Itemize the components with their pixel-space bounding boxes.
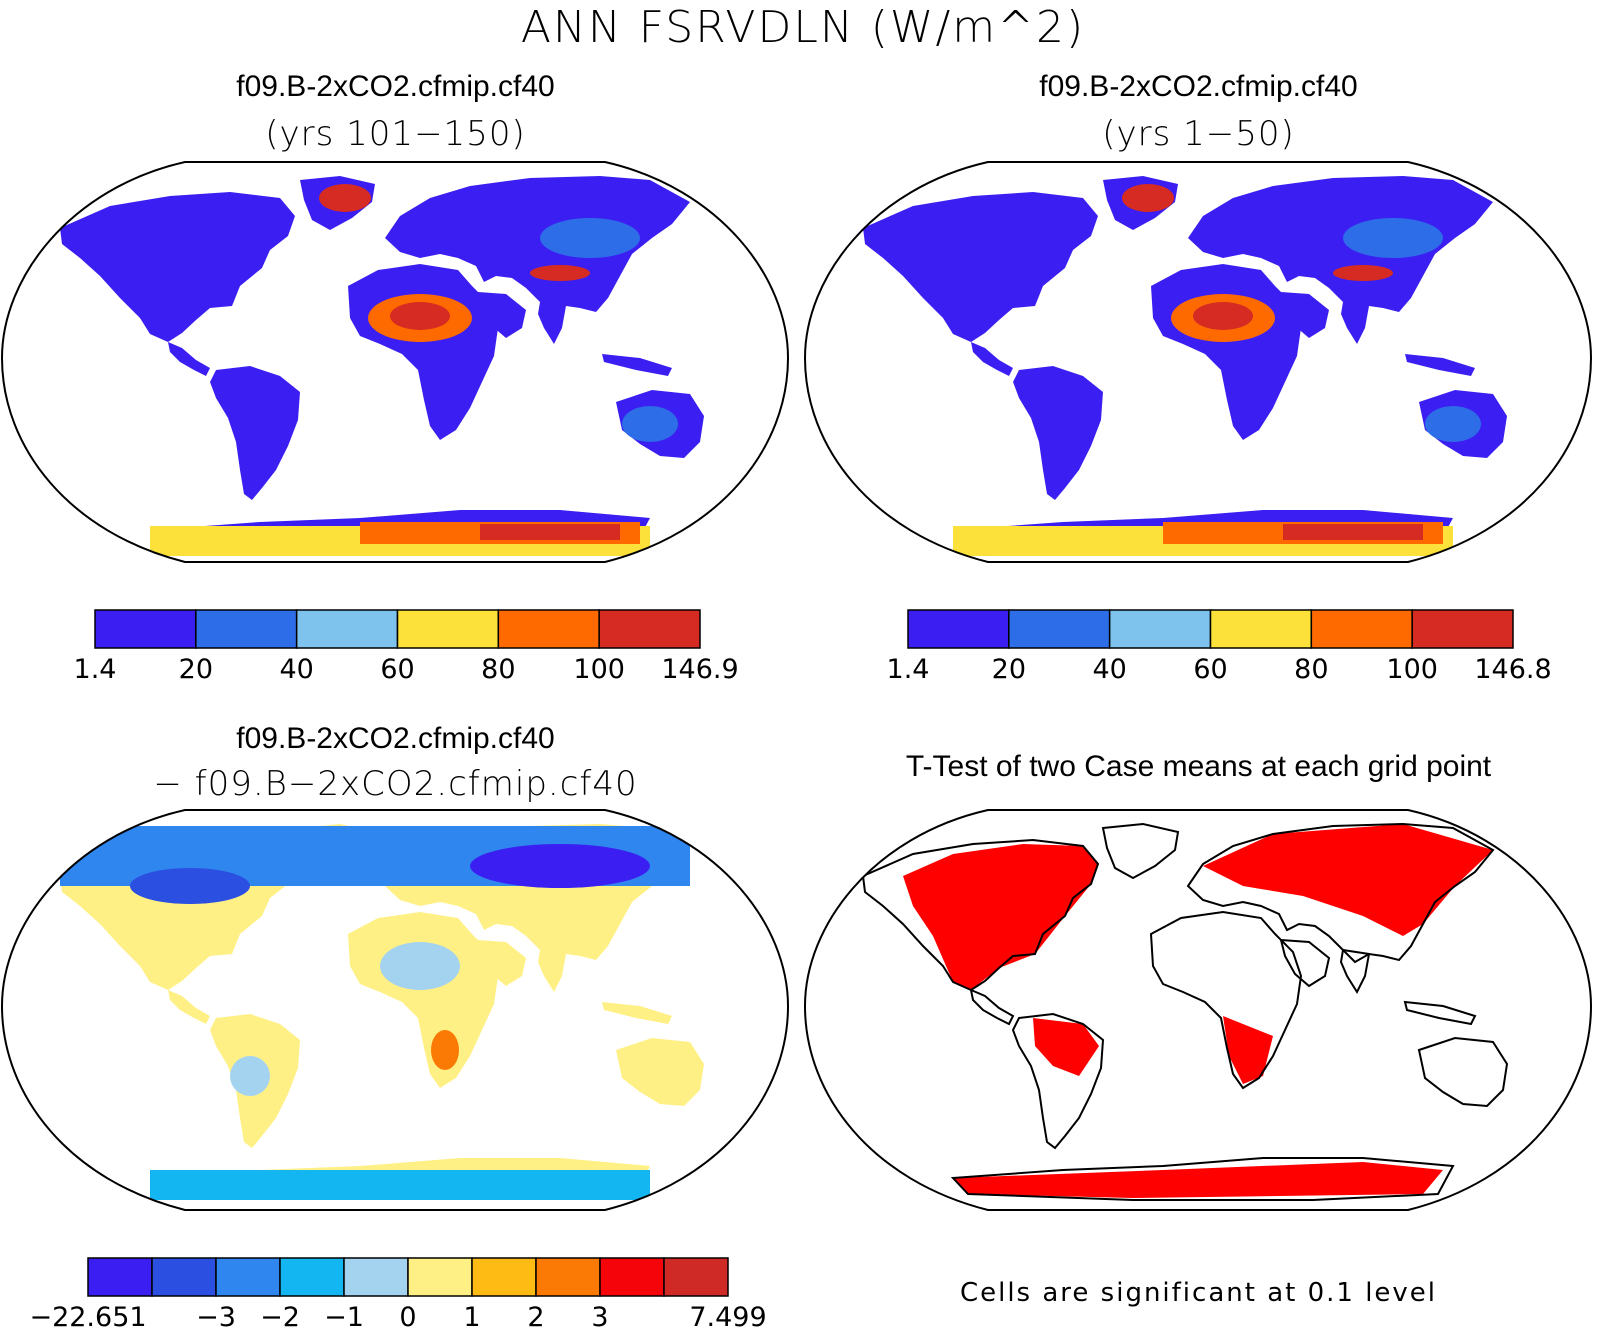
- colorbar-tick-label: 2: [527, 1302, 544, 1328]
- colorbar-tick-label: −1: [324, 1302, 364, 1328]
- panel-a-map: [0, 161, 790, 563]
- colorbar-box: [195, 609, 298, 649]
- colorbar-box: [407, 1257, 473, 1297]
- colorbar-box: [94, 609, 197, 649]
- panel-d-map: [803, 809, 1593, 1211]
- colorbar-tick-label: 1: [463, 1302, 480, 1328]
- colorbar-tick-label: 100: [573, 654, 625, 685]
- colorbar-box: [215, 1257, 281, 1297]
- colorbar-tick-label: 20: [179, 654, 213, 685]
- colorbar-tick-label: −2: [260, 1302, 300, 1328]
- colorbar-tick-label: 7.499: [689, 1302, 766, 1328]
- colorbar-box: [598, 609, 701, 649]
- colorbar-tick-label: 40: [1092, 654, 1126, 685]
- colorbar-tick-label: 80: [1294, 654, 1328, 685]
- panel-b-title: f09.B-2xCO2.cfmip.cf40: [1039, 70, 1358, 103]
- colorbar-box: [279, 1257, 345, 1297]
- colorbar-box: [1008, 609, 1111, 649]
- colorbar-box: [295, 609, 399, 649]
- colorbar-box: [1411, 609, 1514, 649]
- colorbar-box: [87, 1257, 153, 1297]
- colorbar-tick-label: 0: [399, 1302, 416, 1328]
- panel-c-title: f09.B-2xCO2.cfmip.cf40: [236, 722, 555, 755]
- panel-b-subtitle: (yrs 1−50): [1102, 114, 1295, 154]
- colorbar-tick-label: 146.8: [1474, 654, 1551, 685]
- figure-title: ANN FSRVDLN (W/m^2): [520, 2, 1086, 53]
- colorbar-tick-label: 80: [481, 654, 515, 685]
- colorbar-box: [343, 1257, 409, 1297]
- colorbar-box: [663, 1257, 729, 1297]
- colorbar-tick-label: 60: [380, 654, 414, 685]
- colorbar-box: [1108, 609, 1212, 649]
- panel-b-map: [803, 161, 1593, 563]
- colorbar-tick-label: −3: [196, 1302, 236, 1328]
- colorbar-box: [497, 609, 600, 649]
- colorbar-box: [1209, 609, 1313, 649]
- colorbar-tick-label: 20: [992, 654, 1026, 685]
- panel-a-colorbar: 1.4 20 40 60 80 100 146.9: [74, 609, 739, 685]
- colorbar-tick-label: 40: [279, 654, 313, 685]
- colorbar-box: [396, 609, 500, 649]
- panel-d-title: T-Test of two Case means at each grid po…: [905, 750, 1492, 783]
- colorbar-tick-label: 1.4: [887, 654, 930, 685]
- panel-c-colorbar: −22.651 −3 −2 −1 0 1 2 3 7.499: [29, 1257, 767, 1328]
- colorbar-box: [471, 1257, 537, 1297]
- colorbar-tick-label: 60: [1193, 654, 1227, 685]
- colorbar-tick-label: 146.9: [661, 654, 738, 685]
- colorbar-box: [599, 1257, 665, 1297]
- panel-b-colorbar: 1.4 20 40 60 80 100 146.8: [887, 609, 1552, 685]
- colorbar-box: [1310, 609, 1413, 649]
- colorbar-tick-label: −22.651: [29, 1302, 146, 1328]
- panel-a-title: f09.B-2xCO2.cfmip.cf40: [236, 70, 555, 103]
- panel-a-subtitle: (yrs 101−150): [265, 114, 526, 154]
- panel-c-subtitle: − f09.B−2xCO2.cfmip.cf40: [153, 764, 638, 804]
- significance-note: Cells are significant at 0.1 level: [959, 1278, 1438, 1308]
- panel-c-map: [0, 809, 790, 1211]
- colorbar-box: [151, 1257, 217, 1297]
- colorbar-box: [535, 1257, 601, 1297]
- colorbar-box: [907, 609, 1010, 649]
- colorbar-tick-label: 3: [591, 1302, 608, 1328]
- colorbar-tick-label: 1.4: [74, 654, 117, 685]
- colorbar-tick-label: 100: [1386, 654, 1438, 685]
